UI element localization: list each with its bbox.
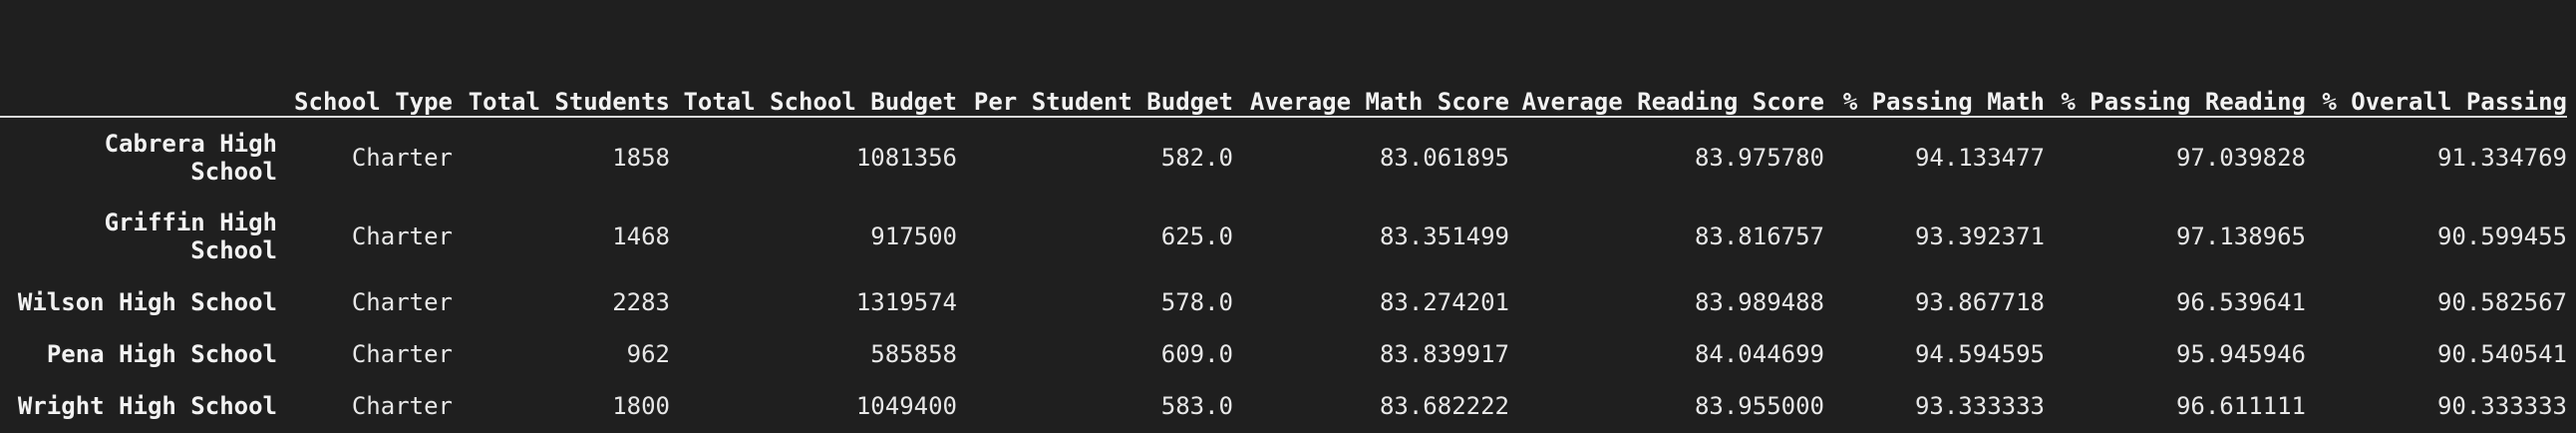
table-cell: 1081356 [855, 143, 957, 172]
table-row: Cabrera High School Charter 1858 1081356… [0, 117, 2567, 197]
column-header-passing-math: % Passing Math [1824, 50, 2045, 118]
column-header-average-reading-score: Average Reading Score [1509, 50, 1824, 118]
row-index-label: Pena High School [46, 340, 277, 368]
table-cell: 96.611111 [2175, 392, 2306, 420]
table-cell: 83.955000 [1694, 392, 1824, 420]
table-cell: 83.274201 [1379, 288, 1509, 316]
column-header-per-student-budget: Per Student Budget [957, 50, 1233, 118]
table-cell: 1049400 [855, 392, 957, 420]
row-index-label: Wilson High School [17, 288, 277, 316]
header-row: School Type Total Students Total School … [0, 50, 2567, 118]
table-cell: 583.0 [1160, 392, 1233, 420]
table-cell: 91.334769 [2436, 143, 2567, 172]
table-cell: 917500 [870, 222, 957, 250]
table-cell: 2283 [612, 288, 670, 316]
school-summary-table: School Type Total Students Total School … [0, 50, 2567, 432]
table-cell: Charter [351, 143, 453, 172]
row-index-label: Cabrera High School [104, 129, 277, 186]
table-cell: 962 [626, 340, 670, 368]
index-header [0, 50, 277, 118]
table-cell: 97.039828 [2175, 143, 2306, 172]
table-cell: 1468 [612, 222, 670, 250]
table-cell: 585858 [870, 340, 957, 368]
table-cell: 94.133477 [1914, 143, 2045, 172]
table-cell: 90.582567 [2436, 288, 2567, 316]
table-cell: 90.540541 [2436, 340, 2567, 368]
table-cell: 625.0 [1160, 222, 1233, 250]
table-cell: 93.333333 [1914, 392, 2045, 420]
table-cell: 96.539641 [2175, 288, 2306, 316]
table-cell: 97.138965 [2175, 222, 2306, 250]
column-header-total-students: Total Students [453, 50, 670, 118]
table-cell: 95.945946 [2175, 340, 2306, 368]
table-cell: 1800 [612, 392, 670, 420]
table-cell: 94.594595 [1914, 340, 2045, 368]
column-header-overall-passing: % Overall Passing [2306, 50, 2567, 118]
column-header-average-math-score: Average Math Score [1233, 50, 1509, 118]
table-cell: 83.839917 [1379, 340, 1509, 368]
table-header: School Type Total Students Total School … [0, 50, 2567, 118]
column-header-passing-reading: % Passing Reading [2045, 50, 2306, 118]
table-row: Griffin High School Charter 1468 917500 … [0, 197, 2567, 276]
table-cell: 84.044699 [1694, 340, 1824, 368]
table-row: Wright High School Charter 1800 1049400 … [0, 380, 2567, 432]
table-cell: 1858 [612, 143, 670, 172]
table-cell: 83.816757 [1694, 222, 1824, 250]
table-cell: Charter [351, 392, 453, 420]
table-cell: 83.682222 [1379, 392, 1509, 420]
row-index-label: Griffin High School [104, 209, 277, 264]
table-cell: 1319574 [855, 288, 957, 316]
table-row: Pena High School Charter 962 585858 609.… [0, 328, 2567, 380]
table-cell: 578.0 [1160, 288, 1233, 316]
table-cell: 609.0 [1160, 340, 1233, 368]
table-row: Wilson High School Charter 2283 1319574 … [0, 276, 2567, 328]
column-header-school-type: School Type [277, 50, 453, 118]
table-cell: 93.867718 [1914, 288, 2045, 316]
table-cell: 90.333333 [2436, 392, 2567, 420]
table-cell: 93.392371 [1914, 222, 2045, 250]
table-cell: Charter [351, 288, 453, 316]
table-cell: 90.599455 [2436, 222, 2567, 250]
table-cell: 83.351499 [1379, 222, 1509, 250]
row-index-label: Wright High School [17, 392, 277, 420]
table-cell: 83.061895 [1379, 143, 1509, 172]
table-cell: Charter [351, 222, 453, 250]
table-cell: 83.975780 [1694, 143, 1824, 172]
table-cell: Charter [351, 340, 453, 368]
table-cell: 83.989488 [1694, 288, 1824, 316]
table-body: Cabrera High School Charter 1858 1081356… [0, 117, 2567, 432]
table-cell: 582.0 [1160, 143, 1233, 172]
column-header-total-school-budget: Total School Budget [670, 50, 957, 118]
